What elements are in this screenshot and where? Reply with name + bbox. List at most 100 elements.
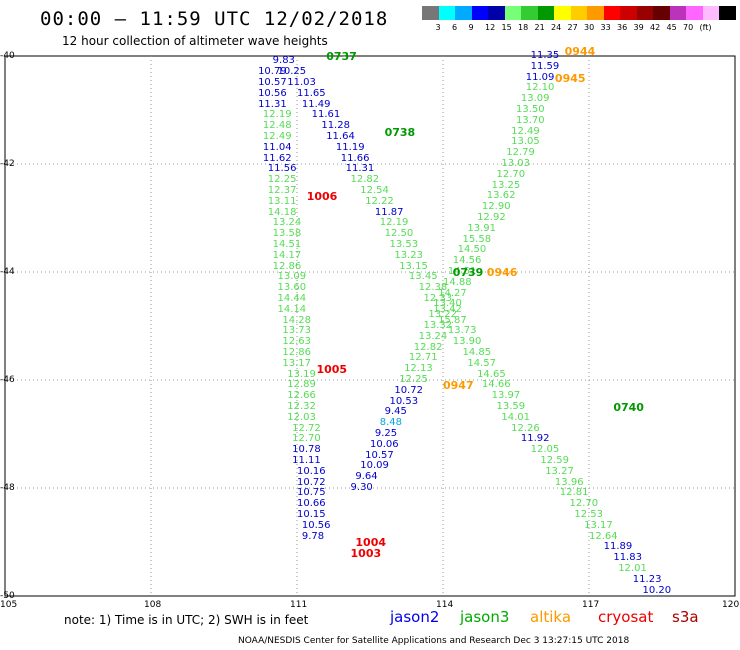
colorbar-swatch: [537, 6, 555, 20]
wave-height-label: 13.15: [399, 261, 428, 272]
wave-height-label: 13.19: [287, 369, 316, 380]
wave-height-label: 12.90: [481, 202, 511, 213]
wave-height-label: 9.25: [374, 429, 398, 439]
wave-height-label: 14.51: [272, 240, 302, 250]
wave-height-label: 13.53: [389, 240, 419, 250]
wave-height-label: 12.89: [287, 380, 316, 391]
wave-height-label: 13.09: [277, 272, 307, 283]
wave-height-label: 12.03: [287, 412, 316, 423]
wave-height-label: 11.65: [297, 88, 326, 99]
wave-height-label: 12.05: [530, 445, 560, 456]
wave-height-label: 12.70: [292, 434, 321, 445]
credit-line: NOAA/NESDIS Center for Satellite Applica…: [238, 636, 630, 646]
wave-height-label: 9.64: [355, 472, 378, 483]
x-tick-label: 117: [582, 600, 600, 610]
wave-height-label: 14.66: [481, 380, 511, 391]
wave-height-label: 13.11: [267, 196, 297, 207]
wave-height-label: 12.01: [618, 564, 647, 574]
wave-height-label: 14.65: [477, 369, 506, 380]
colorbar-swatch: [521, 6, 538, 20]
wave-height-label: 12.71: [408, 353, 438, 364]
wave-height-label: 12.63: [282, 337, 312, 348]
wave-height-label: 10.78: [292, 445, 321, 456]
wave-height-label: 12.86: [282, 348, 312, 358]
colorbar-swatch: [603, 6, 621, 20]
wave-height-label: 11.92: [520, 434, 550, 445]
wave-height-label: 11.89: [603, 542, 633, 553]
wave-height-label: 14.85: [462, 348, 492, 358]
wave-height-label: 9.83: [272, 56, 295, 67]
x-tick-label: 111: [290, 600, 308, 610]
wave-height-label: 10.56: [301, 520, 331, 531]
wave-height-label: 11.62: [262, 153, 292, 164]
colorbar-swatch: [620, 6, 637, 20]
wave-height-label: 14.57: [467, 358, 496, 369]
wave-height-label: 11.19: [335, 142, 365, 153]
wave-height-label: 11.35: [530, 51, 560, 61]
wave-height-label: 14.17: [272, 250, 302, 261]
colorbar-label: 27: [567, 23, 578, 32]
wave-height-label: 13.23: [394, 250, 423, 261]
wave-height-label: 12.54: [360, 186, 389, 196]
wave-height-label: 11.66: [340, 153, 370, 164]
wave-height-label: 12.82: [413, 342, 443, 353]
wave-height-label: 12.70: [496, 169, 526, 180]
colorbar-swatch: [455, 6, 472, 20]
colorbar-swatch: [554, 6, 571, 20]
wave-height-label: 10.53: [389, 396, 419, 407]
wave-height-label: 12.25: [267, 175, 297, 186]
wave-height-label: 12.26: [511, 423, 540, 434]
colorbar-swatch: [719, 6, 736, 20]
wave-height-label: 12.49: [262, 132, 292, 142]
wave-height-label: 11.87: [374, 207, 404, 218]
colorbar-swatch: [504, 6, 522, 20]
wave-height-label: 12.22: [365, 196, 394, 207]
wave-height-label: 10.57: [258, 78, 287, 88]
y-tick-label: -50: [0, 591, 15, 601]
wave-height-label: 14.14: [277, 304, 307, 315]
colorbar-swatch: [438, 6, 456, 20]
y-tick-label: -48: [0, 483, 15, 493]
wave-height-label: 11.59: [530, 61, 560, 72]
colorbar-label: 12: [485, 23, 496, 32]
wave-height-label: 12.72: [292, 423, 321, 434]
wave-height-label: 13.60: [277, 283, 307, 294]
wave-height-label: 12.79: [506, 148, 535, 159]
wave-height-label: 11.49: [301, 99, 331, 110]
wave-height-label: 10.79: [258, 67, 287, 78]
wave-height-label: 11.64: [326, 132, 355, 142]
colorbar-label: 30: [584, 23, 595, 32]
wave-height-label: 12.38: [418, 283, 448, 294]
colorbar-label: (ft): [699, 23, 712, 32]
colorbar-label: 42: [650, 23, 661, 32]
wave-height-label: 14.18: [267, 207, 297, 218]
wave-height-label: 12.86: [272, 261, 302, 272]
wave-height-label: 13.97: [491, 391, 521, 402]
wave-height-label: 10.25: [277, 67, 307, 78]
wave-height-label: 13.62: [486, 191, 516, 202]
colorbar-swatch: [653, 6, 670, 20]
colorbar-label: 6: [452, 23, 458, 32]
wave-height-label: 10.72: [297, 477, 326, 488]
wave-height-label: 9.45: [384, 407, 407, 418]
mission-jason3: jason3: [460, 608, 510, 626]
wave-height-label: 13.17: [584, 520, 613, 531]
wave-height-label: 12.19: [379, 218, 409, 229]
wave-height-label: 13.40: [433, 299, 462, 310]
wave-height-label: 12.10: [525, 83, 555, 94]
wave-height-label: 9.30: [350, 483, 373, 493]
wave-height-label: 13.03: [501, 159, 531, 169]
mission-jason2: jason2: [390, 608, 440, 626]
wave-height-label: 12.13: [404, 364, 433, 375]
wave-height-label: 11.61: [311, 110, 341, 121]
x-tick-label: 105: [0, 600, 18, 610]
x-tick-label: 120: [722, 600, 740, 610]
wave-height-label: 13.05: [511, 137, 540, 148]
pass-time-label: 0739: [452, 266, 484, 279]
mission-cryosat: cryosat: [598, 608, 654, 626]
wave-height-label: 11.11: [292, 456, 321, 466]
colorbar-label: 39: [633, 23, 644, 32]
wave-height-label: 10.20: [642, 585, 672, 596]
wave-height-label: 12.92: [477, 213, 506, 223]
